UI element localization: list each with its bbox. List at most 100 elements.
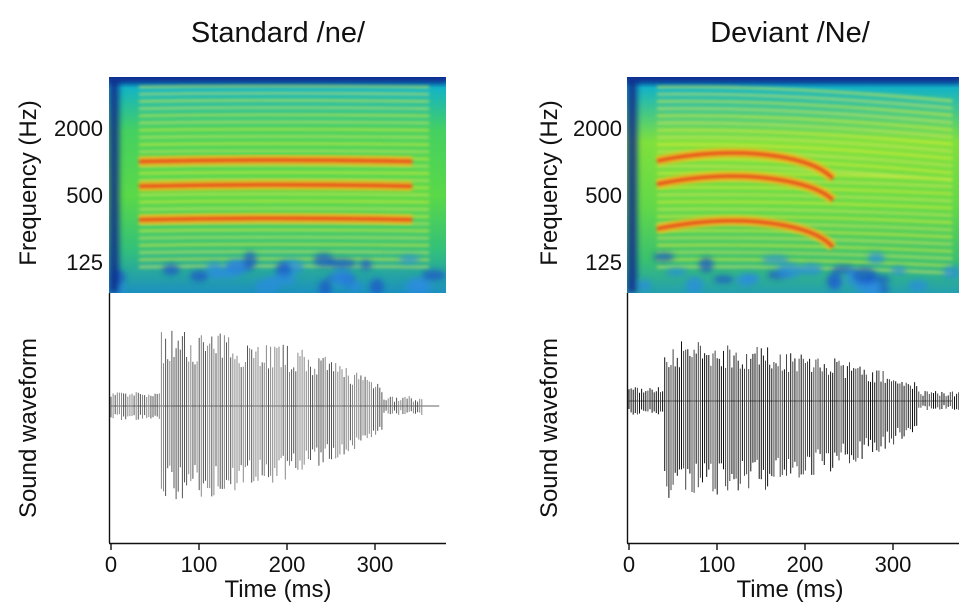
y-axis-label-waveform: Sound waveform — [536, 338, 563, 518]
x-tick-label: 200 — [269, 552, 306, 577]
blue-patch — [399, 255, 420, 264]
low-energy-patches — [627, 77, 959, 293]
harmonic-band — [656, 121, 953, 139]
formant-core — [656, 150, 835, 181]
y-tick-label: 2000 — [573, 116, 622, 141]
panel-title: Deviant /Ne/ — [710, 17, 871, 49]
waveform — [110, 330, 440, 500]
low-energy-patches — [109, 77, 446, 293]
blue-patch — [826, 272, 842, 290]
formant-bands — [656, 147, 837, 251]
y-axis-label-waveform: Sound waveform — [15, 338, 42, 518]
blue-patch — [359, 259, 372, 271]
harmonic-band — [656, 215, 953, 224]
harmonic-band — [138, 113, 430, 117]
y-tick-label: 2000 — [54, 116, 103, 141]
x-ticks: 0 100 200 300 — [105, 543, 393, 577]
formant-core — [656, 218, 835, 249]
harmonic-band — [656, 136, 953, 153]
harmonic-band — [138, 99, 430, 103]
blue-patch — [189, 270, 209, 282]
blue-patch — [214, 268, 238, 280]
harmonic-band — [656, 258, 953, 267]
harmonic-band — [656, 92, 953, 110]
harmonic-band — [656, 100, 953, 117]
formant-core — [138, 215, 413, 222]
harmonic-band — [656, 114, 953, 131]
harmonic-band — [138, 200, 430, 204]
y-axis-label-frequency: Frequency (Hz) — [536, 100, 563, 265]
y-ticks-frequency: 2000 500 125 — [573, 116, 622, 275]
harmonic-band — [138, 207, 430, 211]
x-axis-label: Time (ms) — [224, 576, 331, 603]
y-axis-label-frequency: Frequency (Hz) — [15, 100, 42, 265]
harmonic-band — [138, 106, 430, 110]
blue-patch — [319, 279, 332, 293]
harmonic-band — [138, 149, 430, 153]
x-tick-label: 0 — [623, 552, 635, 577]
formant-core — [656, 173, 835, 202]
blue-patch — [243, 251, 257, 270]
blue-patch — [267, 273, 297, 286]
y-tick-label: 125 — [585, 250, 622, 275]
harmonic-band — [656, 171, 953, 181]
x-axis-label: Time (ms) — [736, 576, 843, 603]
harmonic-band — [138, 142, 430, 146]
blue-patch — [699, 256, 714, 273]
harmonic-band — [656, 207, 953, 217]
panel-standard: Standard /ne/ 2000 500 125 Frequency (Hz… — [15, 17, 446, 603]
blue-patch — [369, 278, 384, 293]
harmonic-band — [138, 135, 430, 139]
blue-patch — [421, 270, 446, 281]
formant-bands — [138, 155, 413, 225]
harmonic-band — [656, 143, 953, 160]
waveform — [628, 341, 959, 498]
harmonic-band — [656, 85, 953, 103]
harmonic-band — [656, 200, 953, 210]
axes — [108, 293, 446, 545]
x-tick-label: 100 — [699, 552, 736, 577]
x-tick-label: 0 — [105, 552, 117, 577]
harmonic-band — [138, 243, 430, 247]
harmonic-band — [656, 186, 953, 195]
blue-patch — [637, 280, 652, 291]
top-band — [109, 77, 446, 82]
blue-patch — [404, 278, 433, 293]
harmonic-band — [138, 84, 430, 89]
x-tick-label: 300 — [357, 552, 394, 577]
panel-deviant: Deviant /Ne/ 2000 500 125 Frequency (Hz)… — [536, 17, 959, 603]
blue-patch — [713, 275, 734, 284]
harmonic-band — [656, 193, 953, 203]
blue-patch — [653, 252, 675, 262]
harmonic-band — [138, 178, 430, 182]
harmonic-band — [656, 128, 953, 146]
blue-patch — [776, 263, 803, 279]
waveform-trace — [110, 330, 440, 500]
waveform-trace — [628, 341, 959, 498]
spectrogram — [109, 77, 446, 293]
harmonic-band — [656, 236, 953, 246]
blue-patch — [799, 263, 823, 276]
blue-patch — [327, 258, 356, 269]
blue-patch — [852, 266, 877, 284]
onset-column — [109, 77, 119, 293]
onset-column — [627, 77, 637, 293]
x-tick-label: 300 — [875, 552, 912, 577]
harmonic-band — [656, 164, 953, 182]
blue-patch — [908, 279, 928, 292]
spectrogram — [627, 77, 959, 293]
y-tick-label: 125 — [66, 250, 103, 275]
blue-patch — [330, 269, 354, 287]
harmonic-band — [138, 171, 430, 175]
blue-patch — [685, 276, 704, 293]
harmonic-band — [656, 251, 953, 260]
y-tick-label: 500 — [66, 183, 103, 208]
formant-core — [138, 182, 413, 189]
harmonic-band — [138, 192, 430, 197]
harmonic-band — [138, 250, 430, 254]
harmonic-band — [138, 236, 430, 240]
harmonic-band — [138, 228, 430, 233]
x-ticks: 0 100 200 300 — [623, 543, 911, 577]
blue-patch — [348, 281, 362, 292]
